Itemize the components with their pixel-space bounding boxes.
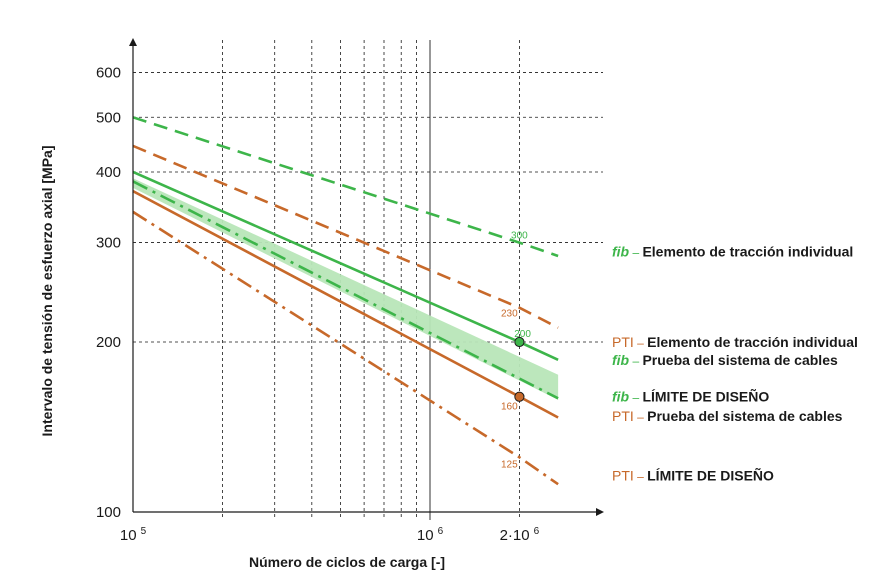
value-annotation: 200	[514, 329, 531, 340]
data-point	[514, 391, 525, 402]
shaded-band	[133, 178, 559, 400]
legend-entry: fib – LÍMITE DE DISEÑO	[612, 388, 769, 405]
data-point	[514, 336, 525, 348]
labels: Número de ciclos de carga [-] Intervalo …	[39, 146, 858, 570]
x-tick-label: 2·10 6	[500, 526, 540, 544]
y-axis-arrow	[129, 38, 137, 46]
y-tick-label: 400	[96, 164, 121, 181]
legend-entry: fib – Prueba del sistema de cables	[612, 352, 838, 368]
x-tick-label: 10 6	[417, 526, 444, 544]
value-annotation: 230	[501, 308, 518, 319]
series-line-5	[133, 189, 559, 419]
x-axis-arrow	[596, 508, 604, 516]
marker-points	[514, 336, 525, 402]
y-tick-label: 500	[96, 109, 121, 126]
legend-entry: PTI – Prueba del sistema de cables	[612, 408, 843, 424]
legend-entry: PTI – LÍMITE DE DISEÑO	[612, 467, 774, 484]
value-annotation: 160	[501, 401, 518, 412]
legend-entry: fib – Elemento de tracción individual	[612, 244, 853, 260]
band-layer	[133, 178, 559, 400]
series-line-3	[133, 170, 559, 361]
value-annotation: 125	[501, 459, 518, 470]
y-axis-title: Intervalo de tensión de esfuerzo axial […	[39, 146, 55, 437]
x-tick-label: 10 5	[120, 526, 147, 544]
series-line-2	[133, 144, 559, 329]
y-tick-label: 600	[96, 65, 121, 82]
grid-lines	[133, 40, 603, 520]
y-tick-label: 100	[96, 504, 121, 521]
series-line-1	[133, 116, 559, 258]
x-axis-title: Número de ciclos de carga [-]	[249, 554, 445, 570]
series-line-6	[133, 210, 559, 486]
y-tick-label: 200	[96, 334, 121, 351]
axes: 100 200 300 400 500 600 10 5 10 6 2·10 6	[96, 38, 604, 544]
legend-entry: PTI – Elemento de tracción individual	[612, 334, 858, 350]
value-annotation: 300	[511, 231, 528, 242]
y-tick-label: 300	[96, 235, 121, 252]
